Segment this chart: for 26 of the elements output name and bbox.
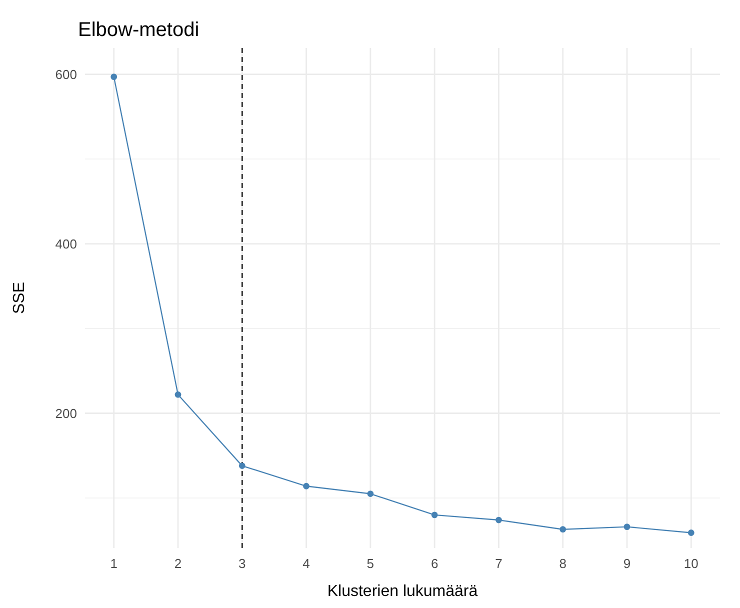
x-tick-label: 1 xyxy=(110,556,118,571)
chart-title: Elbow-metodi xyxy=(78,19,200,41)
point xyxy=(174,391,182,398)
x-tick-label: 2 xyxy=(174,556,182,571)
x-tick-label: 10 xyxy=(684,556,698,571)
point xyxy=(110,74,118,80)
point xyxy=(624,524,630,530)
point xyxy=(560,526,566,533)
x-tick-label: 5 xyxy=(366,556,374,571)
x-tick-label: 3 xyxy=(238,556,246,571)
x-tick-label: 9 xyxy=(623,556,631,571)
y-tick-label: 400 xyxy=(55,236,77,252)
point xyxy=(303,482,310,490)
x-tick-label: 6 xyxy=(430,556,438,571)
y-tick-label: 200 xyxy=(55,406,77,421)
y-axis-title: SSE xyxy=(11,282,28,314)
point xyxy=(431,512,438,518)
point xyxy=(496,516,502,524)
x-axis-title: Klusterien lukumäärä xyxy=(327,583,478,600)
x-tick-label: 8 xyxy=(559,556,566,571)
x-tick-label: 4 xyxy=(302,556,310,571)
point xyxy=(367,490,374,497)
point xyxy=(238,462,246,469)
point xyxy=(688,530,694,536)
y-tick-label: 600 xyxy=(55,66,77,82)
x-tick-label: 7 xyxy=(495,556,502,571)
